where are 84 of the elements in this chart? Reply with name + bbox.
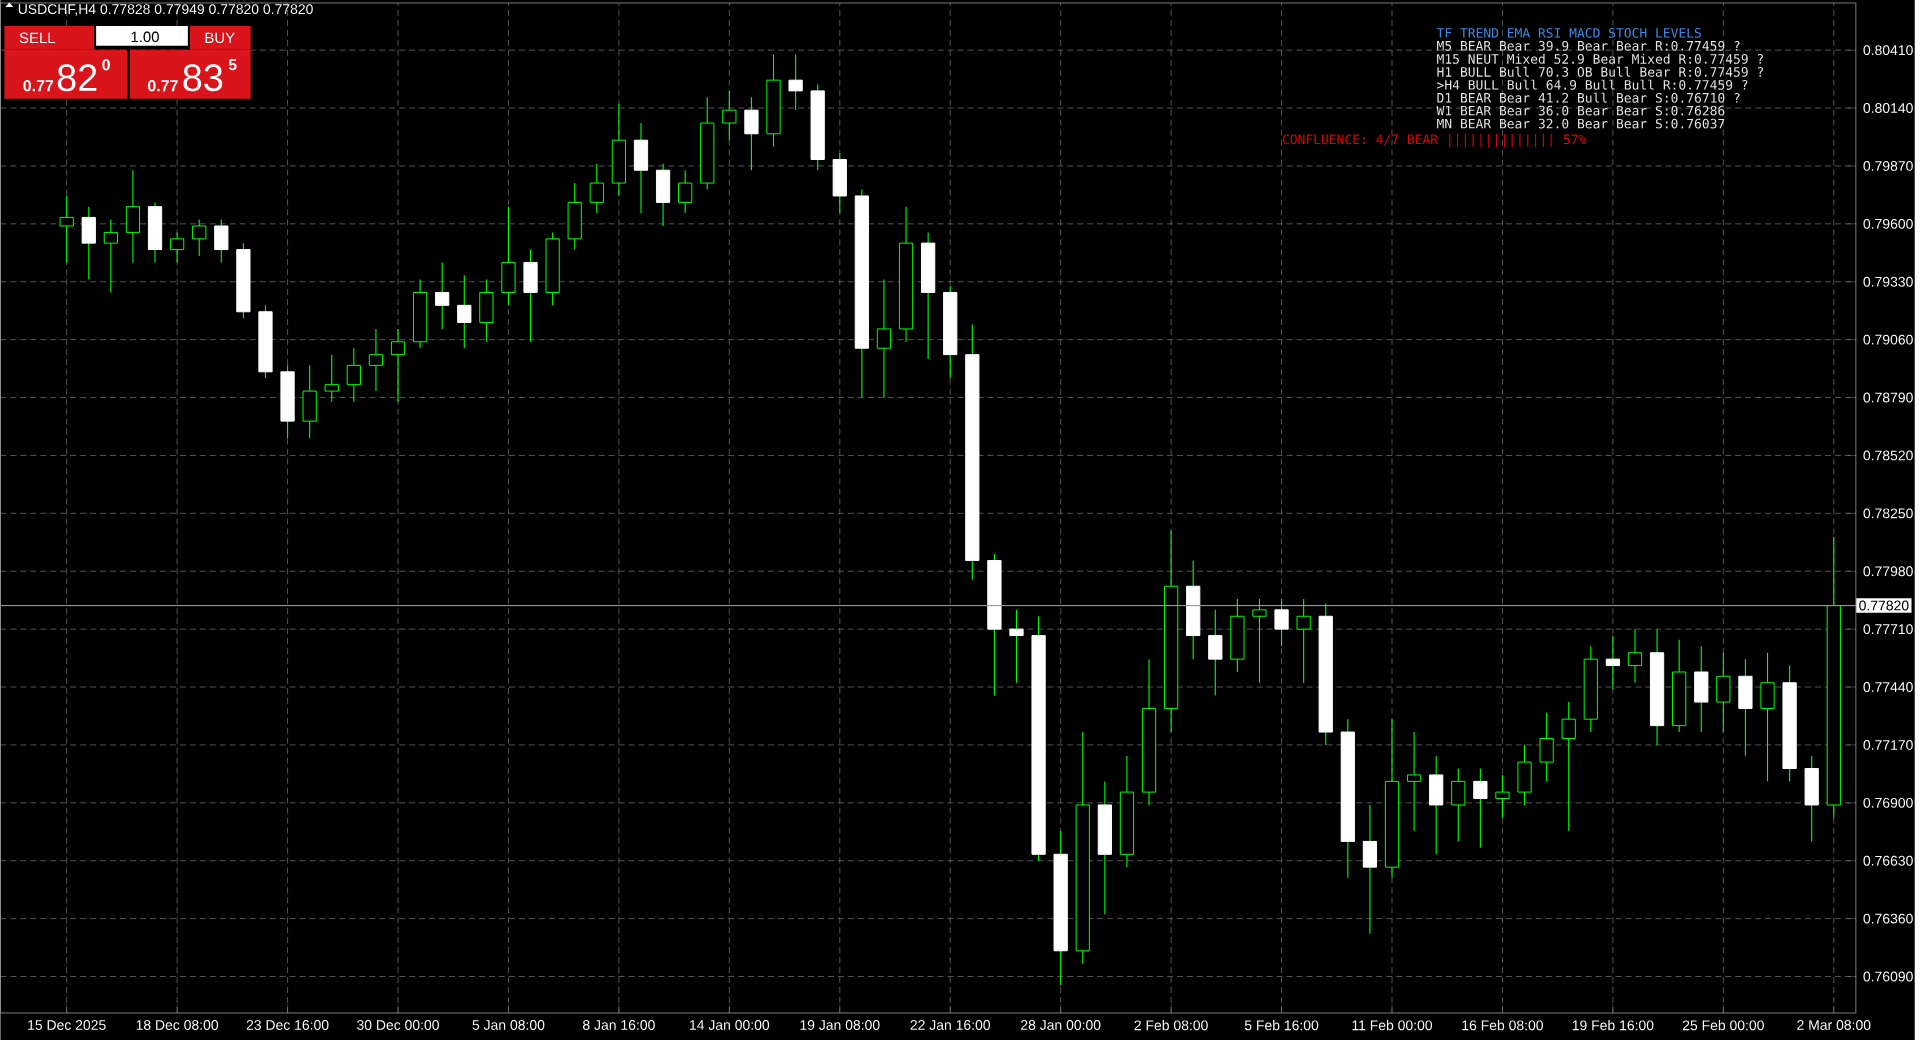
- y-tick-label: 0.77440: [1863, 682, 1913, 692]
- text: SELL: [19, 32, 56, 44]
- candlestick: [1473, 768, 1488, 849]
- x-tick-label: 16 Feb 08:00: [1462, 1020, 1544, 1031]
- y-tick-label: 0.80410: [1863, 45, 1913, 56]
- y-tick-label: 0.80140: [1863, 103, 1913, 114]
- candlestick: [457, 274, 472, 349]
- candlestick: [1296, 598, 1311, 684]
- annotation: 0.77: [148, 80, 178, 92]
- x-tick-label: 19 Jan 08:00: [800, 1020, 880, 1030]
- x-tick-label: 8 Jan 16:00: [583, 1020, 655, 1030]
- candlestick: [1208, 609, 1223, 697]
- x-tick-label: 30 Dec 00:00: [357, 1020, 439, 1030]
- candlestick: [169, 231, 185, 264]
- candlestick: [192, 219, 207, 257]
- x-tick-label: 11 Feb 00:00: [1352, 1020, 1433, 1031]
- candlestick: [722, 90, 737, 141]
- annotation: H1 BULL Bull 70.3 OB Bull Bear R:0.77459 ?: [1437, 66, 1764, 77]
- annotation: D1 BEAR Bear 41.2 Bull Bear S:0.76710 ?: [1437, 92, 1740, 103]
- x-tick-label: 19 Feb 16:00: [1572, 1020, 1654, 1031]
- y-tick-label: 0.79870: [1863, 161, 1913, 171]
- x-tick-label: 5 Feb 16:00: [1244, 1020, 1319, 1031]
- candlestick: [324, 354, 339, 403]
- candlestick: [368, 328, 384, 392]
- candlestick: [744, 96, 759, 171]
- y-tick-label: 0.78790: [1863, 392, 1913, 403]
- candlestick: [589, 163, 604, 214]
- chart-title: USDCHF,H4 0.77828 0.77949 0.77820 0.77820: [18, 4, 313, 16]
- candlestick: [59, 195, 74, 264]
- candlestick: [1627, 628, 1643, 684]
- x-tick-label: 2 Feb 08:00: [1134, 1020, 1208, 1031]
- y-tick-label: 0.77980: [1863, 566, 1913, 577]
- candlestick: [390, 328, 406, 403]
- y-tick-label: 0.79330: [1863, 276, 1913, 287]
- y-tick-label: 0.76900: [1863, 797, 1913, 808]
- annotation: M5 BEAR Bear 39.9 Bear Bear R:0.77459 ?: [1437, 41, 1740, 51]
- x-tick-label: 14 Jan 00:00: [690, 1020, 770, 1030]
- annotation: W1 BEAR Bear 36.0 Bear Bear S:0.76286: [1436, 105, 1725, 116]
- y-tick-label: 0.78250: [1863, 508, 1913, 519]
- candlestick: [1605, 635, 1621, 690]
- y-tick-label: 0.78520: [1863, 450, 1913, 461]
- annotation: 0: [102, 59, 110, 71]
- annotation: 1.00: [131, 31, 159, 43]
- y-tick-label: 0.77170: [1863, 740, 1913, 750]
- x-tick-label: 5 Jan 08:00: [472, 1020, 545, 1030]
- candlestick: [1274, 598, 1289, 647]
- y-tick-label: 0.76360: [1863, 913, 1913, 924]
- candlestick: [1495, 774, 1510, 819]
- annotation: MN BEAR Bear 32.0 Bear Bear S:0.76037: [1437, 118, 1725, 129]
- x-tick-label: 28 Jan 00:00: [1021, 1020, 1101, 1030]
- annotation: 5: [228, 59, 237, 71]
- candlestick: [876, 279, 892, 399]
- candlestick: [435, 261, 450, 330]
- annotation: CONFLUENCE: 4/7 BEAR |||||||||||||| 57%: [1282, 134, 1587, 148]
- x-tick-label: 2 Mar 08:00: [1797, 1020, 1871, 1030]
- annotation: TF TREND EMA RSI MACD STOCH LEVELS: [1436, 28, 1701, 38]
- annotation: BUY: [205, 32, 235, 44]
- x-tick-label: 22 Jan 16:00: [910, 1020, 991, 1030]
- ref-line-label: 0.77820: [1859, 600, 1909, 611]
- annotation: M15 NEUT Mixed 52.9 Bear Mixed R:0.77459 ?: [1437, 53, 1764, 64]
- x-tick-label: 25 Feb 00:00: [1682, 1020, 1764, 1031]
- x-tick-label: 23 Dec 16:00: [246, 1020, 329, 1030]
- candlestick: [788, 53, 803, 111]
- candlestick: [1009, 609, 1024, 684]
- candlestick: [678, 169, 693, 214]
- annotation: 83: [183, 64, 223, 92]
- candlestick: [1252, 598, 1267, 684]
- y-tick-label: 0.76090: [1863, 971, 1913, 982]
- y-tick-label: 0.76630: [1863, 855, 1913, 866]
- x-tick-label: 18 Dec 08:00: [136, 1020, 219, 1030]
- candlestick: [1539, 712, 1554, 782]
- text: 0.77: [23, 80, 54, 92]
- candlestick: [1406, 731, 1422, 832]
- candlestick: [214, 219, 229, 264]
- annotation: >H4 BULL Bull 64.9 Bull Bull R:0.77459 ?: [1437, 79, 1748, 90]
- candlestick: [1561, 701, 1576, 832]
- y-tick-label: 0.79060: [1863, 334, 1913, 345]
- y-tick-label: 0.77710: [1863, 624, 1913, 635]
- candlestick: [103, 219, 118, 294]
- x-tick-label: 15 Dec 2025: [28, 1020, 106, 1030]
- candlestick: [1451, 768, 1466, 843]
- annotation: 82: [57, 64, 97, 92]
- candlestick: [346, 347, 361, 403]
- y-tick-label: 0.79600: [1863, 218, 1913, 229]
